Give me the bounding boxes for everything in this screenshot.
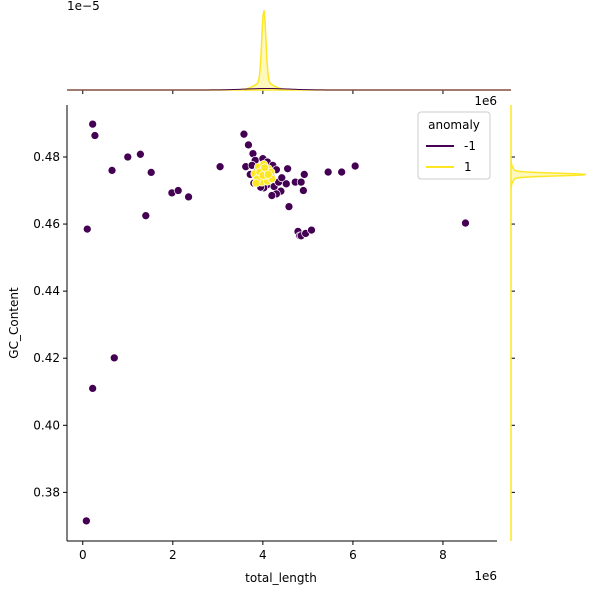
- y-ticks: 0.38 0.40 0.42 0.44 0.46 0.48: [33, 150, 67, 499]
- point-anomaly-neg1: [109, 353, 119, 363]
- point-anomaly-neg1: [146, 168, 156, 177]
- point-anomaly-neg1: [307, 225, 316, 235]
- point-anomaly-neg1: [184, 192, 193, 202]
- point-anomaly-neg1: [284, 202, 294, 211]
- legend-title: anomaly: [428, 118, 480, 132]
- y-axis-label: GC_Content: [7, 287, 21, 359]
- legend: anomaly -1 1: [417, 111, 491, 180]
- point-anomaly-neg1: [82, 516, 91, 526]
- top-kde-anomaly-neg1: [67, 88, 511, 91]
- point-anomaly-neg1: [296, 177, 306, 187]
- point-anomaly-neg1: [107, 166, 117, 175]
- x-ticks: 0 2 4 6 8: [79, 541, 447, 562]
- point-anomaly-neg1: [88, 119, 98, 129]
- point-anomaly-neg1: [277, 173, 287, 183]
- top-marginal-axes: 1e−5: [67, 0, 511, 94]
- x-tick-label: 8: [439, 548, 447, 562]
- point-anomaly-neg1: [267, 191, 277, 200]
- top-marginal-offset-label: 1e−5: [67, 0, 100, 13]
- y-tick-label: 0.46: [33, 217, 60, 231]
- point-anomaly-neg1: [461, 218, 470, 228]
- x-tick-label: 4: [259, 548, 267, 562]
- right-kde-anomaly-1: [510, 105, 587, 541]
- point-anomaly-1: [263, 170, 273, 179]
- y-tick-label: 0.44: [33, 284, 60, 298]
- main-axes: 0 2 4 6 8 0.38 0.40 0.42 0.44 0.46 0.48 total_len…: [7, 105, 497, 585]
- point-anomaly-neg1: [90, 131, 100, 140]
- point-anomaly-neg1: [299, 186, 308, 195]
- point-anomaly-neg1: [88, 384, 98, 393]
- point-anomaly-neg1: [239, 129, 249, 139]
- point-anomaly-neg1: [350, 161, 360, 171]
- point-anomaly-neg1: [123, 152, 133, 162]
- point-anomaly-neg1: [244, 140, 253, 150]
- x-tick-label: 2: [169, 548, 177, 562]
- point-anomaly-neg1: [283, 164, 292, 174]
- point-anomaly-1: [260, 163, 270, 173]
- point-anomaly-neg1: [299, 170, 309, 179]
- legend-label-1: 1: [464, 160, 472, 174]
- y-tick-label: 0.40: [33, 418, 60, 432]
- x-offset-label: 1e6: [474, 569, 497, 583]
- point-anomaly-neg1: [82, 224, 92, 234]
- x-tick-label: 0: [79, 548, 87, 562]
- x-tick-label: 6: [349, 548, 357, 562]
- y-tick-label: 0.48: [33, 150, 60, 164]
- point-anomaly-1: [251, 178, 261, 188]
- point-anomaly-neg1: [337, 167, 347, 177]
- y-tick-label: 0.38: [33, 485, 60, 499]
- x-axis-label: total_length: [245, 571, 317, 585]
- point-anomaly-neg1: [136, 149, 145, 159]
- legend-label-neg1: -1: [464, 139, 476, 153]
- y-tick-label: 0.42: [33, 351, 60, 365]
- point-anomaly-neg1: [323, 167, 333, 177]
- point-anomaly-neg1: [173, 186, 183, 195]
- right-marginal-offset-label: 1e6: [474, 94, 497, 108]
- point-anomaly-neg1: [281, 179, 291, 189]
- point-anomaly-neg1: [141, 211, 151, 221]
- right-marginal-axes: 1e6: [474, 94, 587, 541]
- scatter-points: [82, 119, 470, 526]
- point-anomaly-neg1: [215, 162, 225, 172]
